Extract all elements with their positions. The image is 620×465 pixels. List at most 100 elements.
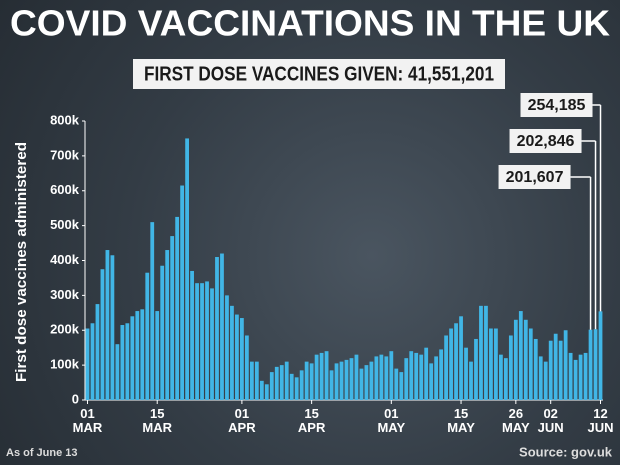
bar (120, 325, 125, 400)
bar (513, 319, 518, 400)
value-label: 201,607 (506, 169, 564, 186)
bar (464, 347, 468, 400)
bar (394, 368, 399, 400)
bar (404, 358, 409, 400)
bar (304, 361, 309, 400)
bar (489, 328, 493, 400)
bar (100, 269, 105, 400)
bar (459, 316, 463, 400)
bar (264, 384, 269, 400)
bar (568, 352, 573, 400)
y-tick-label: 800k (50, 112, 80, 127)
bar (499, 354, 503, 400)
bar (254, 361, 259, 400)
bar (279, 365, 284, 400)
bar (334, 363, 339, 400)
bar (444, 335, 448, 400)
bar (299, 370, 304, 400)
bar (140, 309, 145, 400)
bar (349, 358, 354, 400)
bar (503, 358, 508, 400)
bar (543, 361, 548, 400)
bar (429, 363, 434, 400)
bar (125, 323, 130, 400)
bar (284, 361, 289, 400)
bar (469, 361, 473, 400)
bar (434, 356, 439, 400)
x-tick-label: 02 JUN (537, 406, 564, 435)
bar (344, 359, 349, 400)
bar (274, 366, 279, 400)
bar (528, 328, 533, 400)
bar (454, 323, 458, 400)
bar (379, 354, 384, 400)
bar (494, 328, 498, 400)
bar (474, 338, 478, 400)
y-tick-label: 400k (50, 252, 80, 267)
chart-title: COVID VACCINATIONS IN THE UK (10, 3, 610, 44)
x-tick-label: 01 MAR (72, 406, 103, 435)
bar (165, 250, 170, 400)
bar (309, 363, 314, 400)
bar (354, 354, 359, 400)
bar (449, 328, 453, 400)
bar (195, 283, 199, 400)
bar (364, 365, 369, 400)
bar (409, 351, 414, 400)
y-tick-label: 0 (72, 391, 79, 406)
value-label: 202,846 (517, 133, 575, 150)
bar (289, 373, 294, 400)
bar (399, 372, 404, 400)
bar (588, 329, 593, 400)
bar (235, 314, 239, 400)
bar (583, 352, 588, 400)
y-tick-label: 700k (50, 147, 80, 162)
bar (389, 351, 394, 400)
y-axis-label: First dose vaccines administered (13, 142, 30, 382)
bar (538, 356, 543, 400)
source: Source: gov.uk (519, 444, 613, 459)
bar (329, 370, 334, 400)
bar (563, 330, 568, 400)
bar (414, 352, 419, 400)
bar (90, 323, 95, 400)
bar (598, 311, 603, 400)
x-tick-label: 12 JUN (587, 406, 614, 435)
value-label: 254,185 (528, 97, 586, 114)
bar (259, 380, 264, 400)
bar (130, 316, 135, 400)
bar (553, 333, 558, 400)
bar (374, 356, 379, 400)
bar (578, 354, 583, 400)
bar (369, 361, 374, 400)
bar (533, 338, 538, 400)
bar (319, 352, 324, 400)
bar (558, 340, 563, 400)
bar (548, 340, 553, 400)
bar (210, 288, 214, 400)
x-tick-label: 01 APR (228, 406, 256, 435)
bar (593, 329, 598, 400)
bar (170, 236, 175, 400)
chart-subtitle: FIRST DOSE VACCINES GIVEN: 41,551,201 (144, 63, 494, 85)
bar (523, 319, 528, 400)
bar (155, 311, 160, 400)
bar (508, 335, 513, 400)
bar (269, 372, 274, 400)
bar (215, 257, 219, 400)
bar (359, 368, 364, 400)
bar (150, 222, 155, 400)
bar (95, 304, 100, 400)
bar (518, 311, 523, 400)
bar (160, 265, 165, 400)
bar (249, 361, 254, 400)
bar (244, 335, 249, 400)
y-tick-label: 600k (50, 182, 80, 197)
bar (145, 272, 150, 400)
bar (220, 253, 224, 400)
bar (225, 295, 229, 400)
y-tick-label: 100k (50, 357, 80, 372)
bar (230, 305, 234, 400)
bar (294, 377, 299, 400)
